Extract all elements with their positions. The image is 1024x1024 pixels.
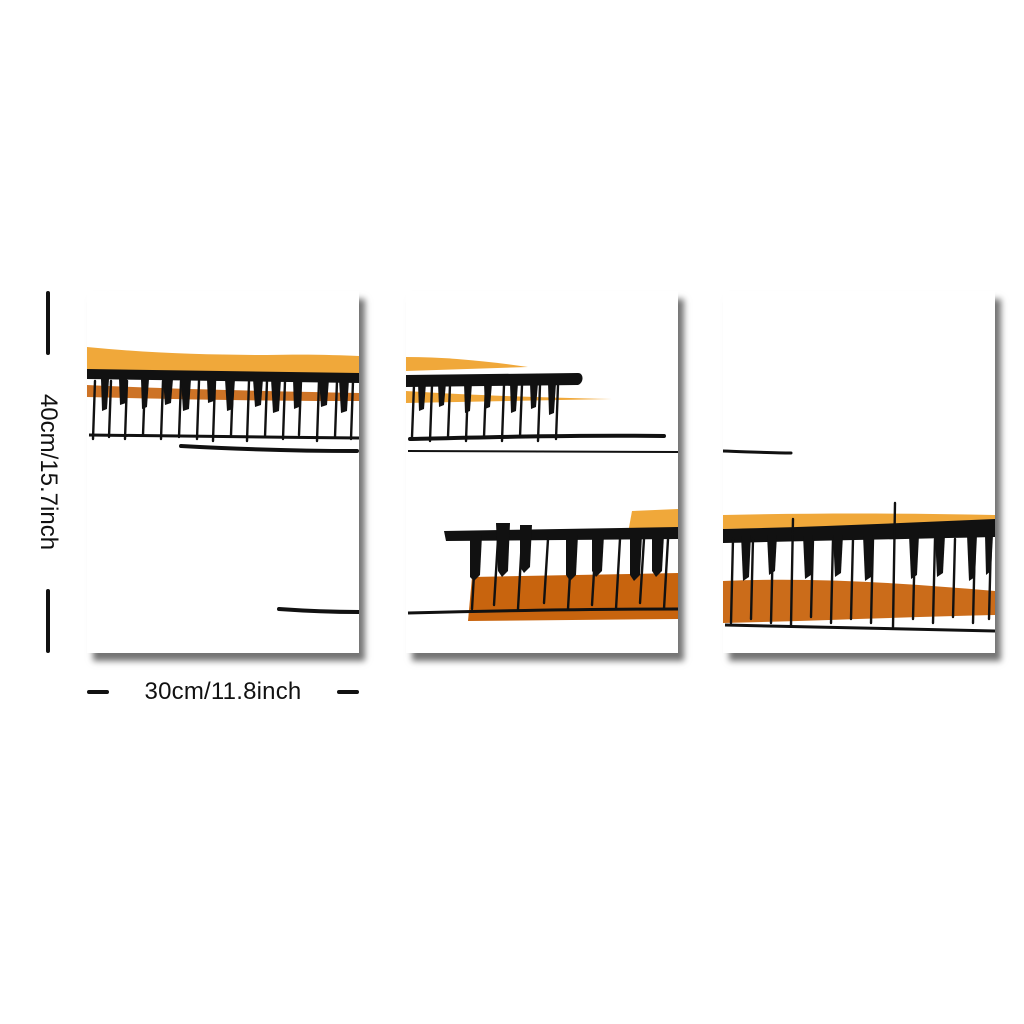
height-dimension-line-bottom (46, 589, 50, 653)
piano-artwork-right (723, 449, 995, 633)
piano-artwork-middle (406, 357, 678, 621)
panel-middle (406, 291, 678, 653)
height-dimension-label: 40cm/15.7inch (35, 393, 62, 551)
width-dimension: 30cm/11.8inch (87, 676, 359, 708)
height-dimension-line-top (46, 291, 50, 355)
piano-artwork-left (87, 347, 359, 614)
width-dimension-label: 30cm/11.8inch (144, 678, 302, 705)
width-dimension-line-right (337, 690, 359, 694)
panel-left (87, 291, 359, 653)
panel-right (723, 291, 995, 653)
width-dimension-line-left (87, 690, 109, 694)
height-dimension: 40cm/15.7inch (30, 291, 66, 653)
